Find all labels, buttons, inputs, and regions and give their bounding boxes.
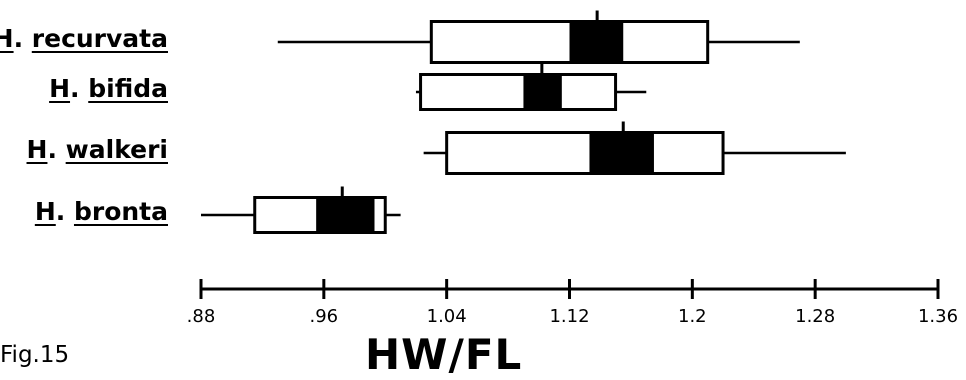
species-epithet: recurvata: [31, 24, 168, 53]
genus-abbrev: H: [49, 74, 71, 103]
x-tick-label-4: 1.2: [678, 306, 707, 327]
x-tick-label-1: .96: [310, 306, 339, 327]
species-label-bronta: H. bronta: [34, 197, 168, 226]
species-epithet: bifida: [88, 74, 168, 103]
genus-abbrev: H: [0, 24, 14, 53]
x-tick-label-0: .88: [187, 306, 216, 327]
species-label-bifida: H. bifida: [49, 74, 168, 103]
x-tick-label-6: 1.36: [918, 306, 958, 327]
inner-bar-recurvata: [569, 21, 624, 63]
x-tick-label-2: 1.04: [427, 306, 467, 327]
figure-label: Fig.15: [0, 342, 70, 368]
species-label-recurvata: H. recurvata: [0, 24, 168, 53]
inner-bar-bronta: [316, 197, 375, 233]
species-epithet: bronta: [73, 197, 168, 226]
x-axis-title: HW/FL: [365, 330, 523, 379]
x-tick-label-3: 1.12: [549, 306, 589, 327]
species-epithet: walkeri: [65, 135, 168, 164]
box-bifida: [419, 73, 618, 111]
inner-bar-walkeri: [589, 132, 654, 174]
species-label-walkeri: H. walkeri: [26, 135, 168, 164]
genus-abbrev: H: [26, 135, 48, 164]
box-walkeri: [445, 131, 725, 175]
genus-abbrev: H: [34, 197, 56, 226]
x-tick-label-5: 1.28: [795, 306, 835, 327]
inner-bar-bifida: [523, 74, 562, 110]
